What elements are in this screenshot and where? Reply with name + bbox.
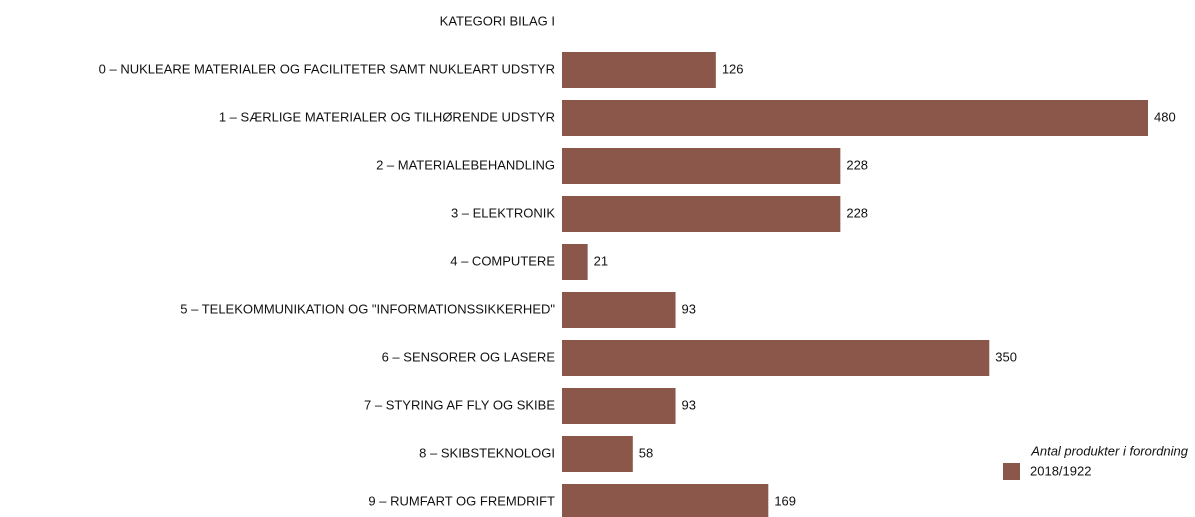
legend-title: Antal produkter i forordning xyxy=(1030,443,1189,458)
category-label: 7 – STYRING AF FLY OG SKIBE xyxy=(364,397,555,412)
category-label: 1 – SÆRLIGE MATERIALER OG TILHØRENDE UDS… xyxy=(219,109,555,124)
bar xyxy=(562,436,633,472)
bar xyxy=(562,388,676,424)
category-label: 9 – RUMFART OG FREMDRIFT xyxy=(368,493,555,508)
value-label: 350 xyxy=(995,349,1017,364)
value-label: 126 xyxy=(722,61,744,76)
category-label: 5 – TELEKOMMUNIKATION OG "INFORMATIONSSI… xyxy=(180,301,555,316)
value-label: 93 xyxy=(682,397,696,412)
value-label: 228 xyxy=(846,205,868,220)
category-label: 8 – SKIBSTEKNOLOGI xyxy=(419,445,555,460)
bar xyxy=(562,52,716,88)
value-label: 169 xyxy=(774,493,796,508)
value-label: 93 xyxy=(682,301,696,316)
category-label: 3 – ELEKTRONIK xyxy=(451,205,555,220)
bar xyxy=(562,484,769,517)
category-label: 4 – COMPUTERE xyxy=(450,253,555,268)
legend-swatch xyxy=(1003,463,1020,480)
bar xyxy=(562,340,990,376)
bar xyxy=(562,244,588,280)
value-label: 228 xyxy=(846,157,868,172)
bar xyxy=(562,292,676,328)
category-label: 6 – SENSORER OG LASERE xyxy=(382,349,556,364)
value-label: 58 xyxy=(639,445,653,460)
value-label: 21 xyxy=(594,253,608,268)
category-label: 0 – NUKLEARE MATERIALER OG FACILITETER S… xyxy=(99,61,555,76)
value-label: 480 xyxy=(1154,109,1176,124)
bar xyxy=(562,100,1148,136)
chart-title: KATEGORI BILAG I xyxy=(440,13,555,28)
bar xyxy=(562,196,841,232)
category-label: 2 – MATERIALEBEHANDLING xyxy=(376,157,555,172)
legend-label: 2018/1922 xyxy=(1030,463,1091,478)
bar xyxy=(562,148,841,184)
